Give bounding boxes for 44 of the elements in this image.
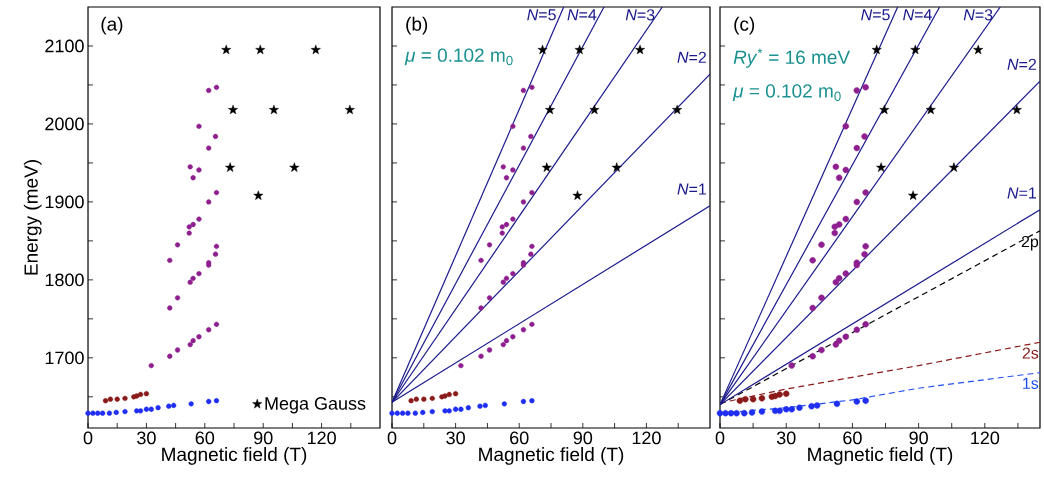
- series-label: 1s: [1023, 377, 1039, 389]
- series-label: N=3: [625, 9, 655, 21]
- series-label: N=1: [1007, 187, 1037, 199]
- series-label: N=3: [963, 9, 993, 21]
- y-tick-label: 1900: [45, 195, 84, 209]
- x-tick-label: 60: [195, 431, 215, 445]
- y-axis-title: Energy (meV): [23, 160, 42, 275]
- x-axis-title: Magnetic field (T): [808, 447, 953, 465]
- annotation: (a): [101, 16, 123, 35]
- x-tick-label: 90: [254, 431, 273, 445]
- annotation: Ry$^{*}$ = 16 meV: [733, 48, 850, 68]
- series-label: 2s: [1022, 347, 1039, 359]
- series-label: N=4: [567, 9, 597, 21]
- annotation: μ = 0.102 m$_{0}$: [404, 48, 513, 66]
- series-label: N=5: [861, 9, 890, 21]
- series-label: N=2: [677, 51, 706, 63]
- x-tick-label: 90: [573, 431, 593, 445]
- x-tick-label: 30: [446, 431, 465, 445]
- x-tick-label: 30: [776, 431, 796, 445]
- legend-label: Mega Gauss: [265, 397, 366, 414]
- x-tick-label: 120: [632, 431, 661, 445]
- x-tick-label: 90: [909, 431, 928, 445]
- series-label: N=4: [903, 9, 932, 21]
- y-tick-label: 2100: [45, 39, 84, 53]
- annotation: (c): [734, 16, 755, 35]
- series-label: 2p: [1021, 235, 1039, 251]
- x-tick-label: 60: [510, 431, 529, 445]
- x-tick-label: 0: [83, 431, 93, 445]
- series-label: N=1: [677, 183, 707, 195]
- y-tick-label: 1800: [45, 273, 84, 287]
- x-tick-label: 120: [971, 431, 1000, 445]
- x-tick-label: 30: [137, 431, 156, 445]
- y-tick-label: 2000: [45, 117, 84, 131]
- x-axis-title: Magnetic field (T): [479, 447, 624, 465]
- x-tick-label: 0: [387, 431, 397, 445]
- series-label: N=5: [527, 9, 556, 21]
- annotation: (b): [406, 16, 428, 35]
- x-tick-label: 60: [843, 431, 862, 445]
- annotation: μ = 0.102 m$_{0}$: [732, 84, 841, 102]
- x-axis-title: Magnetic field (T): [162, 447, 307, 465]
- y-tick-label: 1700: [45, 351, 84, 365]
- x-tick-label: 0: [715, 431, 725, 445]
- series-label: N=2: [1007, 58, 1036, 70]
- x-tick-label: 120: [307, 431, 336, 445]
